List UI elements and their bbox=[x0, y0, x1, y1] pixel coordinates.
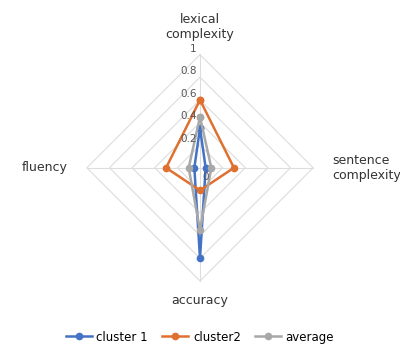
cluster2 bbox=[198, 188, 202, 192]
cluster 1 bbox=[203, 166, 208, 170]
Legend: cluster 1, cluster2, average: cluster 1, cluster2, average bbox=[61, 326, 339, 348]
Text: 0.2: 0.2 bbox=[180, 134, 197, 144]
cluster2 bbox=[164, 166, 168, 170]
average bbox=[209, 166, 214, 170]
Text: lexical
complexity: lexical complexity bbox=[166, 13, 234, 41]
cluster 1 bbox=[198, 256, 202, 261]
Text: 0: 0 bbox=[202, 172, 209, 182]
cluster2 bbox=[198, 98, 202, 102]
cluster 1 bbox=[192, 166, 197, 170]
Text: sentence
complexity: sentence complexity bbox=[332, 154, 400, 182]
cluster 1 bbox=[198, 126, 202, 130]
Line: average: average bbox=[186, 114, 214, 233]
Text: 0.4: 0.4 bbox=[180, 111, 197, 121]
Line: cluster 1: cluster 1 bbox=[191, 125, 209, 261]
Text: accuracy: accuracy bbox=[172, 295, 228, 307]
cluster2 bbox=[198, 98, 202, 102]
Line: cluster2: cluster2 bbox=[163, 97, 237, 193]
Text: 1: 1 bbox=[190, 44, 197, 54]
Text: 0.6: 0.6 bbox=[180, 89, 197, 99]
average bbox=[186, 166, 191, 170]
cluster 1 bbox=[198, 126, 202, 130]
cluster2 bbox=[232, 166, 236, 170]
average bbox=[198, 228, 202, 232]
Text: fluency: fluency bbox=[22, 161, 68, 174]
average bbox=[198, 115, 202, 119]
Text: 0.8: 0.8 bbox=[180, 66, 197, 76]
average bbox=[198, 115, 202, 119]
